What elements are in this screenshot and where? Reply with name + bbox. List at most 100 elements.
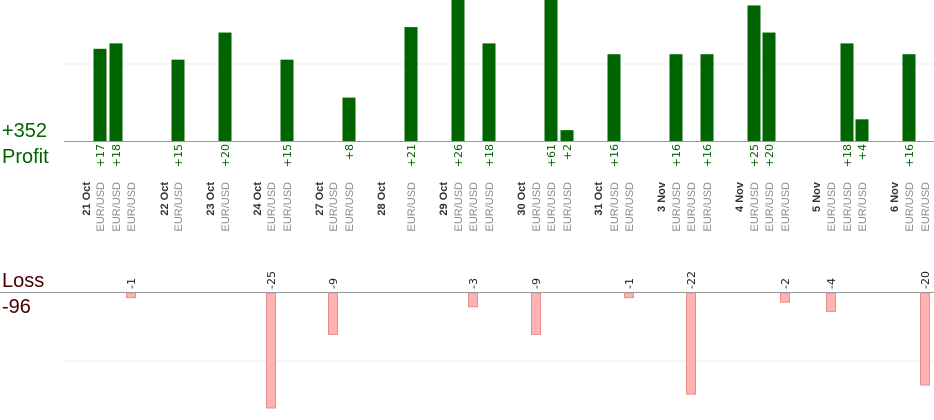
profit-value-label: +16 [903,144,916,167]
pair-tick-label: EUR/USD [484,182,496,232]
profit-value-label: +8 [343,144,356,160]
loss-value-label: -9 [530,278,543,289]
pair-tick-label: EUR/USD [609,182,621,232]
date-tick-label: 28 Oct [376,182,388,216]
pair-tick-label: EUR/USD [904,182,916,232]
loss-value-label: -3 [467,278,480,289]
pair-tick-label: EUR/USD [780,182,792,232]
loss-bar [780,292,790,303]
profit-bar [669,54,683,141]
date-tick-label: 22 Oct [159,182,171,216]
profit-bar [762,32,776,141]
profit-value-label: +16 [670,144,683,167]
date-tick-label: 27 Oct [314,182,326,216]
loss-label: Loss [2,270,44,292]
pair-tick-label: EUR/USD [546,182,558,232]
pair-tick-label: EUR/USD [857,182,869,232]
profit-bar [544,0,558,141]
pair-tick-label: EUR/USD [328,182,340,232]
profit-bar [342,97,356,141]
profit-bars [93,0,916,142]
summary: +352 Profit Loss -96 [2,120,49,318]
profit-value-label: +15 [172,144,185,167]
loss-value-label: -20 [919,271,932,289]
pair-tick-label: EUR/USD [282,182,294,232]
profit-value-label: +16 [608,144,621,167]
loss-value-label: -1 [125,278,138,289]
date-tick-label: 5 Nov [811,181,823,212]
profit-bar [840,43,854,142]
pair-tick-label: EUR/USD [562,182,574,232]
date-tick-label: 31 Oct [593,182,605,216]
profit-bar [560,130,574,141]
profit-bar [607,54,621,141]
loss-value-label: -9 [327,278,340,289]
profit-bar [747,5,761,141]
pair-tick-label: EUR/USD [173,182,185,232]
pair-tick-label: EUR/USD [920,182,932,232]
profit-bar [700,54,714,141]
profit-value-label: +16 [701,144,714,167]
profit-bar [218,32,232,141]
pair-tick-label: EUR/USD [702,182,714,232]
profit-value-label: +26 [452,144,465,167]
date-tick-label: 29 Oct [438,182,450,216]
pair-tick-label: EUR/USD [468,182,480,232]
date-tick-label: 6 Nov [889,181,901,212]
loss-bar [686,292,696,395]
profit-bar [451,0,465,141]
profit-bar [109,43,123,142]
pair-tick-label: EUR/USD [826,182,838,232]
date-tick-label: 24 Oct [252,182,264,216]
profit-value-label: +4 [856,144,869,160]
loss-bar [826,292,836,312]
profit-value-label: +17 [94,144,107,167]
date-tick-label: 21 Oct [81,182,93,216]
pair-tick-label: EUR/USD [749,182,761,232]
profit-value-label: +15 [281,144,294,167]
profit-bar [404,27,418,141]
pair-tick-label: EUR/USD [531,182,543,232]
loss-value-label: -1 [623,278,636,289]
loss-value-label: -22 [685,271,698,289]
pair-tick-label: EUR/USD [686,182,698,232]
profit-value-label: +21 [405,144,418,167]
loss-bars [126,292,930,409]
profit-bar [855,119,869,141]
pair-tick-label: EUR/USD [126,182,138,232]
axes [0,141,934,293]
loss-value-label: -4 [825,278,838,289]
loss-bar [920,292,930,386]
loss-value-label: -2 [779,278,792,289]
profit-value-label: +25 [748,144,761,167]
profit-value-label: +20 [763,144,776,167]
profit-value-label: +18 [841,144,854,167]
loss-bar [531,292,541,335]
loss-bar [266,292,276,409]
pair-tick-label: EUR/USD [842,182,854,232]
value-labels: +17 +18-1+15 +20-25+15-9+8 +21 +26-3+18-9+61… [94,144,932,289]
profit-bar [280,59,294,141]
loss-bar [328,292,338,335]
pair-tick-label: EUR/USD [764,182,776,232]
pair-tick-label: EUR/USD [111,182,123,232]
profit-value-label: +2 [561,144,574,160]
pair-tick-label: EUR/USD [453,182,465,232]
profit-value-label: +18 [483,144,496,167]
grid-lines [64,63,934,362]
loss-value-label: -25 [265,271,278,289]
date-tick-label: 4 Nov [734,181,746,212]
profit-bar [902,54,916,141]
loss-total: -96 [2,296,31,318]
pair-tick-label: EUR/USD [624,182,636,232]
loss-bar [126,292,136,299]
profit-total: +352 [2,120,47,142]
profit-bar [482,43,496,142]
loss-bar [624,292,634,299]
loss-bar [468,292,478,308]
date-tick-label: 23 Oct [205,182,217,216]
pair-tick-label: EUR/USD [95,182,107,232]
profit-value-label: +20 [219,144,232,167]
date-tick-label: 30 Oct [516,182,528,216]
